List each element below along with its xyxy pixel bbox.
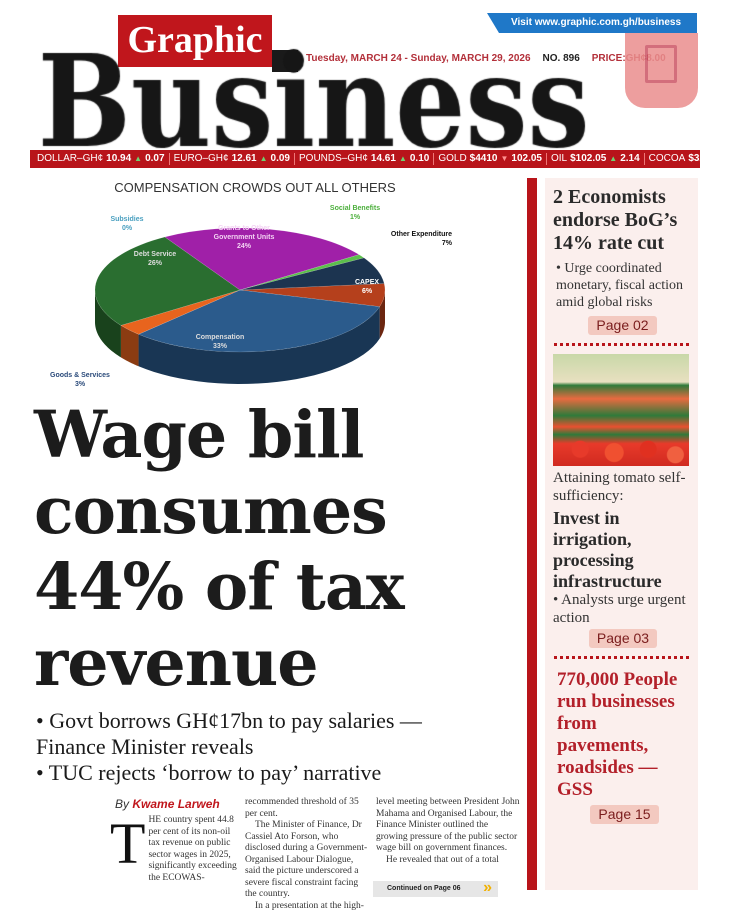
arrow-up-icon: ▲: [134, 154, 143, 163]
headline-line: revenue: [34, 625, 319, 701]
ticker-item: POUNDS–GH¢ 14.61 ▲ 0.10: [295, 153, 435, 165]
headline-line: consumes: [34, 473, 388, 549]
ticker-item: EURO–GH¢ 12.61 ▲ 0.09: [170, 153, 295, 165]
headline-line: Wage bill: [34, 397, 364, 473]
dotted-divider: [554, 343, 689, 346]
ticker-item: DOLLAR–GH¢ 10.94 ▲ 0.07: [33, 153, 170, 165]
page-link[interactable]: Page 02: [588, 316, 657, 335]
ticker-item: OIL $102.05 ▲ 2.14: [547, 153, 645, 165]
visit-website-link[interactable]: Visit www.graphic.com.gh/business: [487, 13, 697, 33]
pie-slice-goods-services: [120, 289, 241, 335]
pie-slice-other-expenditure: [239, 257, 385, 291]
subheadline: • Govt borrows GH¢17bn to pay salaries —…: [36, 708, 422, 759]
continued-link[interactable]: Continued on Page 06»: [373, 879, 498, 897]
tomato-photo: [553, 354, 689, 466]
drop-cap: T: [110, 811, 146, 876]
sidebar-story-1[interactable]: 2 Economists endorse BoG’s 14% rate cut …: [553, 186, 683, 335]
pie-slice-grants-to-other-government-units: [164, 227, 360, 291]
main-headline: Wage bill consumes 44% of tax revenue: [34, 397, 405, 701]
subheadlines: • Govt borrows GH¢17bn to pay salaries —…: [36, 708, 436, 786]
label-other-expenditure: Other Expenditure 7%: [390, 231, 452, 247]
label-subsidies: Subsidies 0%: [110, 216, 144, 232]
ticker-item: COCOA$3289▼25: [645, 153, 700, 165]
arrow-down-icon: ▼: [500, 154, 509, 163]
pie-slice-compensation: [137, 289, 381, 353]
pie-side-capex: [379, 290, 385, 339]
arrow-up-icon: ▲: [609, 154, 618, 163]
chart-title: COMPENSATION CROWDS OUT ALL OTHERS: [114, 180, 396, 195]
article-column-2: recommended threshold of 35 per cent. The…: [245, 797, 368, 911]
pie-labels: CAPEX 6% Compensation 33% Goods & Services…: [30, 195, 452, 395]
pie-side-compensation: [138, 306, 380, 384]
dateline: Tuesday, MARCH 24 - Sunday, MARCH 29, 20…: [306, 53, 666, 65]
pie-slice-capex: [239, 283, 386, 307]
label-capex: CAPEX 6%: [354, 279, 380, 295]
arrow-up-icon: ▲: [259, 154, 268, 163]
dotted-divider: [554, 656, 689, 659]
label-compensation: Compensation 33%: [195, 334, 245, 350]
newspaper-icon[interactable]: [625, 33, 698, 108]
chevron-right-icon: »: [483, 879, 492, 896]
byline: By Kwame Larweh: [115, 797, 220, 811]
label-grants: Grants to Other Government Units 24%: [213, 225, 275, 250]
page-link[interactable]: Page 03: [588, 629, 658, 648]
sidebar-story-2[interactable]: Attaining tomato self-sufficiency: Inves…: [553, 470, 686, 648]
label-goods-services: Goods & Services 3%: [50, 372, 110, 388]
sidebar-story-3[interactable]: 770,000 People run businesses from pavem…: [557, 669, 678, 824]
pie-slice-social-benefits: [239, 254, 365, 291]
label-debt-service: Debt Service 26%: [133, 251, 177, 267]
subheadline: • TUC rejects ‘borrow to pay’ narrative: [36, 760, 382, 785]
author-name: Kwame Larweh: [132, 797, 220, 811]
pie-side-debt-service: [95, 290, 121, 358]
label-social-benefits: Social Benefits 1%: [329, 205, 381, 221]
pie-chart: [94, 227, 386, 384]
article-column-1: T HE country spent 44.8 per cent of its n…: [110, 811, 237, 883]
sidebar: 2 Economists endorse BoG’s 14% rate cut …: [545, 178, 698, 890]
market-ticker: DOLLAR–GH¢ 10.94 ▲ 0.07 EURO–GH¢ 12.61 ▲ 0.09 PO…: [30, 150, 700, 168]
ticker-item: GOLD $4410 ▼ 102.05: [434, 153, 547, 165]
page-link[interactable]: Page 15: [590, 805, 659, 824]
divider-bar: [527, 178, 537, 890]
arrow-up-icon: ▲: [398, 154, 407, 163]
pie-slice-debt-service: [94, 236, 241, 326]
pie-side-goods-services: [120, 325, 139, 367]
headline-line: 44% of tax: [34, 549, 405, 625]
issue-number: NO. 896: [542, 53, 580, 64]
article-column-3: level meeting between President John Mah…: [376, 797, 520, 865]
issue-date: Tuesday, MARCH 24 - Sunday, MARCH 29, 20…: [306, 53, 531, 64]
masthead-title-logo: [36, 40, 596, 152]
